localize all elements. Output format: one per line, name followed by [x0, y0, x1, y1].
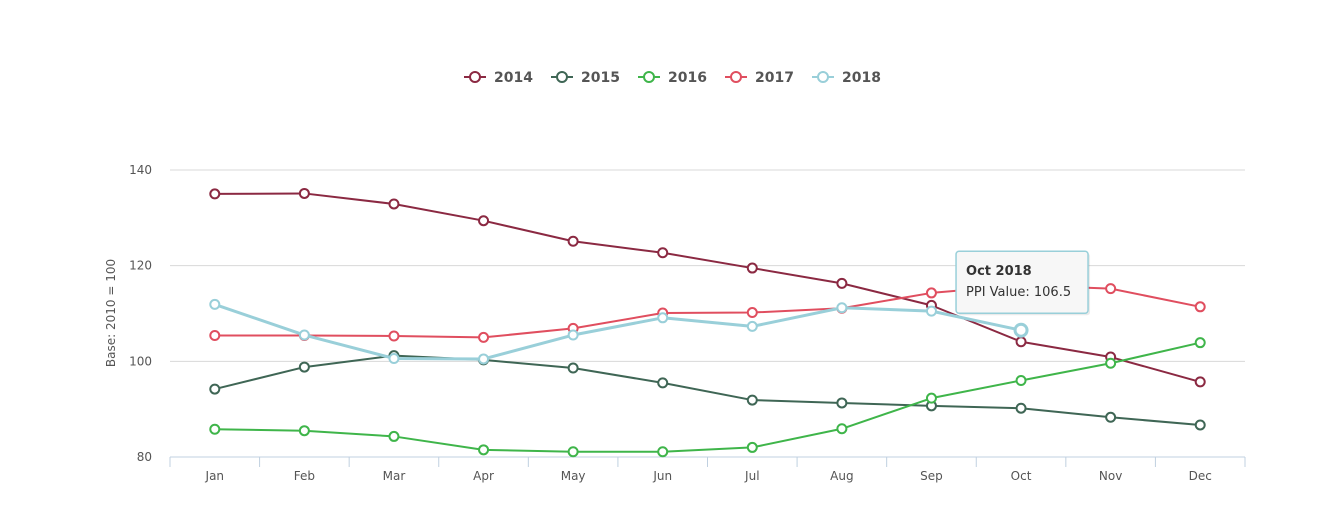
- data-point[interactable]: [1013, 322, 1029, 338]
- data-point[interactable]: [746, 441, 758, 453]
- data-point[interactable]: [478, 331, 490, 343]
- data-point[interactable]: [388, 430, 400, 442]
- data-point[interactable]: [1015, 374, 1027, 386]
- legend-marker: [817, 71, 829, 83]
- data-point[interactable]: [478, 215, 490, 227]
- tooltip-title: Oct 2018: [966, 264, 1032, 279]
- series-2014[interactable]: [209, 187, 1206, 388]
- data-point[interactable]: [298, 425, 310, 437]
- y-axis-title: Base: 2010 = 100: [104, 259, 118, 367]
- legend[interactable]: 2014 2015 2016 2017 2018: [464, 70, 881, 86]
- data-point[interactable]: [1194, 301, 1206, 313]
- legend-marker: [730, 71, 742, 83]
- data-point[interactable]: [209, 423, 221, 435]
- x-tick-label: May: [561, 469, 586, 483]
- x-tick-label: Apr: [473, 469, 494, 483]
- legend-label: 2014: [494, 70, 533, 86]
- legend-label: 2015: [581, 70, 620, 86]
- axes: 80 100 120 140 Jan Feb Mar Apr May Jun Jul Aug Sep Oc…: [129, 163, 1246, 483]
- data-point[interactable]: [925, 287, 937, 299]
- data-point[interactable]: [1015, 402, 1027, 414]
- series-line[interactable]: [214, 302, 1022, 361]
- data-point[interactable]: [298, 361, 310, 373]
- legend-item-2015[interactable]: 2015: [551, 70, 620, 86]
- y-tick-label: 100: [129, 354, 152, 368]
- y-tick-label: 120: [129, 259, 152, 273]
- x-tick-label: Feb: [294, 469, 315, 483]
- x-tick-label: Nov: [1099, 469, 1122, 483]
- legend-marker: [643, 71, 655, 83]
- x-tick-label: Dec: [1189, 469, 1212, 483]
- tooltip: Oct 2018 PPI Value: 106.5: [955, 250, 1091, 316]
- data-point[interactable]: [657, 247, 669, 259]
- data-point[interactable]: [836, 302, 848, 314]
- data-point[interactable]: [298, 329, 310, 341]
- y-tick-label: 80: [137, 450, 152, 464]
- data-point[interactable]: [657, 446, 669, 458]
- legend-label: 2018: [842, 70, 881, 86]
- data-point[interactable]: [478, 444, 490, 456]
- data-point[interactable]: [1194, 376, 1206, 388]
- data-point[interactable]: [567, 446, 579, 458]
- data-point[interactable]: [478, 353, 490, 365]
- data-point[interactable]: [1194, 419, 1206, 431]
- x-tick-label: Jan: [205, 469, 225, 483]
- x-tick-label: Jun: [652, 469, 672, 483]
- y-tick-label: 140: [129, 163, 152, 177]
- series-line[interactable]: [214, 341, 1201, 453]
- data-point[interactable]: [746, 320, 758, 332]
- data-point[interactable]: [388, 352, 400, 364]
- series-lines[interactable]: [209, 187, 1206, 458]
- x-tick-label: Jul: [744, 469, 759, 483]
- tooltip-body: PPI Value: 106.5: [966, 285, 1071, 300]
- x-tick-label: Mar: [383, 469, 406, 483]
- data-point[interactable]: [746, 307, 758, 319]
- data-point[interactable]: [836, 277, 848, 289]
- data-point[interactable]: [209, 188, 221, 200]
- legend-label: 2016: [668, 70, 707, 86]
- data-point[interactable]: [388, 198, 400, 210]
- x-tick-label: Sep: [920, 469, 943, 483]
- tooltip-box: [955, 250, 1089, 314]
- legend-item-2014[interactable]: 2014: [464, 70, 533, 86]
- legend-item-2016[interactable]: 2016: [638, 70, 707, 86]
- data-point[interactable]: [1105, 357, 1117, 369]
- data-point[interactable]: [209, 383, 221, 395]
- data-point[interactable]: [298, 187, 310, 199]
- data-point[interactable]: [567, 235, 579, 247]
- series-line[interactable]: [214, 354, 1201, 426]
- series-2016[interactable]: [209, 337, 1206, 458]
- legend-marker: [469, 71, 481, 83]
- series-2018[interactable]: [209, 298, 1029, 365]
- data-point[interactable]: [1194, 337, 1206, 349]
- data-point[interactable]: [1015, 336, 1027, 348]
- data-point[interactable]: [567, 329, 579, 341]
- series-2015[interactable]: [209, 350, 1206, 431]
- data-point[interactable]: [657, 377, 669, 389]
- legend-marker: [556, 71, 568, 83]
- data-point[interactable]: [746, 394, 758, 406]
- legend-label: 2017: [755, 70, 794, 86]
- data-point[interactable]: [567, 362, 579, 374]
- data-point[interactable]: [388, 330, 400, 342]
- x-tick-label: Oct: [1011, 469, 1032, 483]
- x-tick-label: Aug: [830, 469, 853, 483]
- data-point[interactable]: [836, 397, 848, 409]
- data-point[interactable]: [925, 305, 937, 317]
- data-point[interactable]: [209, 330, 221, 342]
- data-point[interactable]: [925, 392, 937, 404]
- legend-item-2017[interactable]: 2017: [725, 70, 794, 86]
- data-point[interactable]: [836, 423, 848, 435]
- data-point[interactable]: [209, 298, 221, 310]
- data-point[interactable]: [1105, 283, 1117, 295]
- data-point[interactable]: [657, 312, 669, 324]
- series-line[interactable]: [214, 192, 1201, 383]
- data-point[interactable]: [1105, 411, 1117, 423]
- data-point[interactable]: [746, 262, 758, 274]
- legend-item-2018[interactable]: 2018: [812, 70, 881, 86]
